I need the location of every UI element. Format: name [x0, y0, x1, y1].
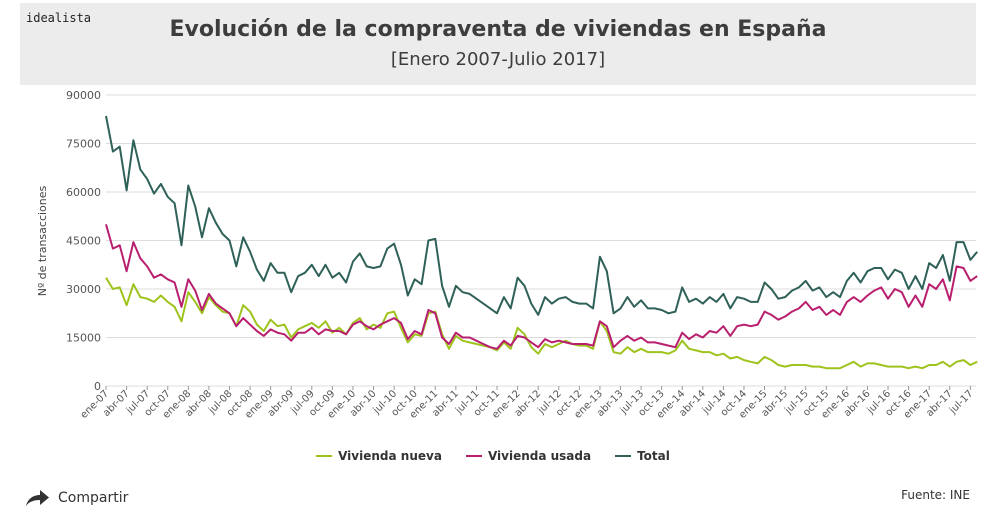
y-tick-label: 0: [94, 380, 101, 393]
share-button[interactable]: Compartir: [24, 489, 128, 507]
y-tick-label: 60000: [66, 186, 101, 199]
share-arrow-icon: [26, 490, 49, 506]
chart-legend: Vivienda nueva Vivienda usada Total: [0, 449, 986, 463]
legend-label-total: Total: [637, 449, 670, 463]
y-axis-label: Nº de transacciones: [36, 185, 49, 296]
share-label: Compartir: [58, 490, 129, 506]
legend-item-nueva[interactable]: Vivienda nueva: [316, 449, 442, 463]
y-tick-label: 45000: [66, 235, 101, 248]
y-tick-label: 30000: [66, 283, 101, 296]
legend-item-usada[interactable]: Vivienda usada: [465, 449, 592, 463]
series-lines: [105, 115, 978, 370]
y-tick-label: 75000: [66, 138, 101, 151]
legend-swatch-nueva: [316, 455, 333, 457]
legend-swatch-total: [615, 455, 632, 457]
legend-swatch-usada: [465, 455, 482, 457]
legend-label-usada: Vivienda usada: [487, 449, 592, 463]
legend-item-total[interactable]: Total: [615, 449, 670, 463]
x-axis-ticks: ene-07abr-07jul-07oct-07ene-08abr-08jul-…: [79, 386, 975, 421]
chart-header: idealista Evolución de la compraventa de…: [20, 3, 976, 85]
y-axis-ticks: 0 15000 30000 45000 60000 75000 90000: [66, 89, 101, 393]
source-note: Fuente: INE: [901, 488, 970, 502]
page-title: Evolución de la compraventa de viviendas…: [169, 17, 827, 42]
legend-label-nueva: Vivienda nueva: [338, 449, 442, 463]
y-tick-label: 15000: [66, 332, 101, 345]
page-subtitle: [Enero 2007-Julio 2017]: [390, 49, 606, 70]
brand-logo: idealista: [26, 11, 92, 25]
line-chart: 0 15000 30000 45000 60000 75000 90000 ene-07ab…: [36, 89, 978, 421]
grid-lines: [106, 94, 976, 387]
series-line-nueva: [105, 277, 978, 370]
series-line-usada: [105, 224, 978, 350]
y-tick-label: 90000: [66, 89, 101, 102]
series-line-total: [105, 115, 978, 316]
